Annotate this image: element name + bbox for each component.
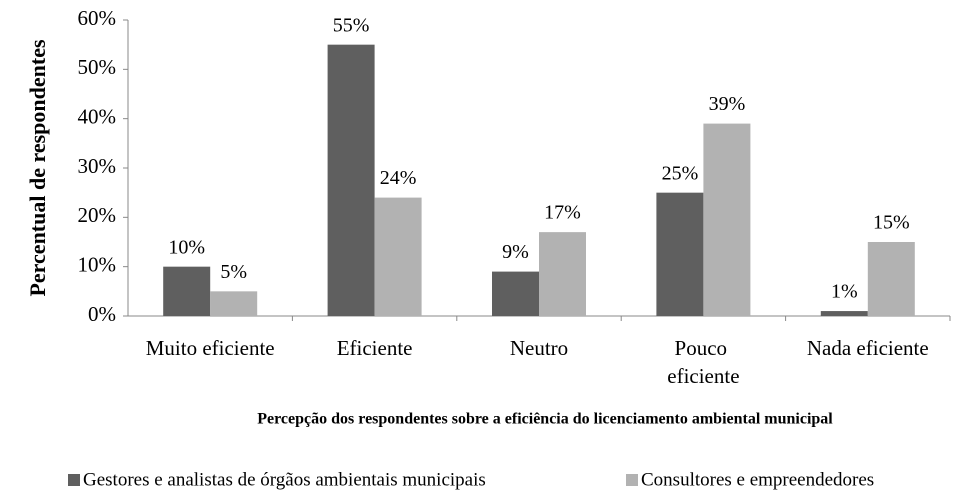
legend-label: Gestores e analistas de órgãos ambientai… [83, 469, 486, 490]
y-axis-label: Percentual de respondentes [25, 39, 50, 296]
data-label: 1% [831, 281, 858, 303]
y-tick-label: 40% [78, 104, 117, 128]
data-label: 17% [544, 202, 581, 224]
x-tick-label: Eficiente [337, 336, 413, 360]
bar [656, 192, 704, 316]
data-label: 10% [168, 236, 205, 258]
x-tick-label: Nada eficiente [807, 336, 929, 360]
bar [867, 242, 915, 316]
y-tick-label: 20% [78, 203, 117, 227]
bar [163, 266, 211, 316]
legend-swatch [626, 474, 638, 486]
legend-swatch [68, 474, 80, 486]
data-label: 55% [333, 14, 370, 36]
data-label: 9% [502, 241, 529, 263]
legend-label: Consultores e empreendedores [641, 469, 874, 490]
bar [374, 197, 422, 316]
y-tick-label: 0% [88, 302, 116, 326]
y-tick-label: 50% [78, 55, 117, 79]
data-label: 24% [380, 167, 417, 189]
bar [703, 123, 751, 316]
x-tick-label: Neutro [510, 336, 568, 360]
bar [820, 311, 868, 316]
bar [492, 271, 539, 316]
y-tick-label: 10% [78, 252, 117, 276]
y-tick-label: 60% [78, 6, 117, 30]
data-label: 5% [220, 261, 247, 283]
bar [210, 291, 258, 316]
data-label: 25% [662, 162, 699, 184]
data-label: 15% [873, 212, 910, 234]
y-tick-label: 30% [78, 154, 117, 178]
bar [539, 232, 586, 316]
bar [327, 44, 375, 317]
x-axis-label: Percepção dos respondentes sobre a efici… [257, 411, 833, 428]
data-label: 39% [709, 93, 746, 115]
x-tick-label: Muito eficiente [146, 336, 275, 360]
x-tick-label: Pouco eficiente [667, 336, 739, 388]
